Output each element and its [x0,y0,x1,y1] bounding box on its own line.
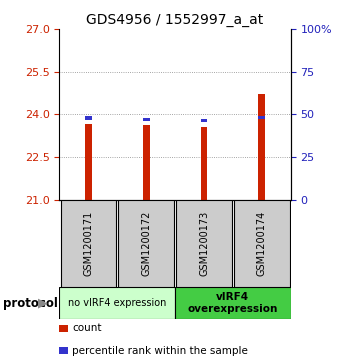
Text: GSM1200173: GSM1200173 [199,211,209,276]
Bar [59,325,68,332]
Text: vIRF4
overexpression: vIRF4 overexpression [188,292,278,314]
Bar [234,200,290,287]
Text: percentile rank within the sample: percentile rank within the sample [72,346,248,356]
Bar [143,118,150,122]
Bar [258,116,265,119]
Bar [61,200,116,287]
Bar [59,347,68,354]
Bar [85,124,92,200]
Bar [118,200,174,287]
Text: GSM1200174: GSM1200174 [257,211,267,276]
Bar [176,200,232,287]
Bar [59,287,175,319]
Text: GSM1200172: GSM1200172 [141,211,151,276]
Bar [143,125,150,200]
Bar [258,94,265,200]
Bar [201,119,207,122]
Text: GSM1200171: GSM1200171 [83,211,94,276]
Bar [85,116,92,120]
Text: ▶: ▶ [38,297,47,310]
Title: GDS4956 / 1552997_a_at: GDS4956 / 1552997_a_at [86,13,264,26]
Bar [175,287,291,319]
Text: protocol: protocol [3,297,58,310]
Bar [201,127,207,200]
Text: count: count [72,323,102,333]
Text: no vIRF4 expression: no vIRF4 expression [68,298,167,308]
